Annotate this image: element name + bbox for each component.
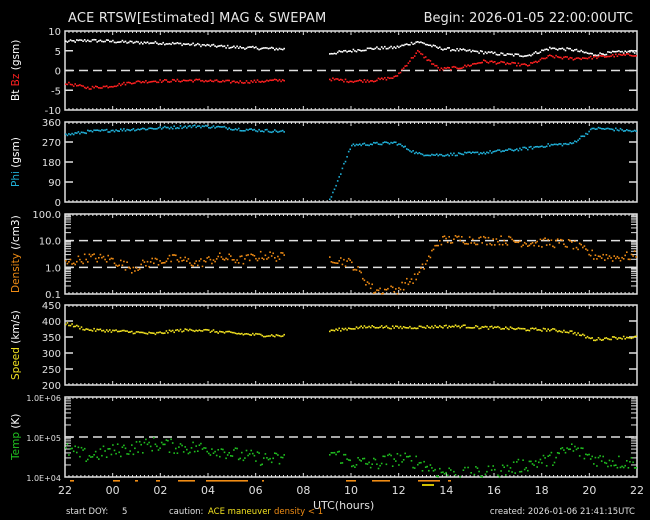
y-tick-label: 1.0E+06 [26, 394, 61, 403]
x-tick-label: 20 [582, 484, 596, 497]
x-tick-label: 22 [58, 484, 72, 497]
x-tick-label: 06 [249, 484, 263, 497]
subplot-mag: 10 5 0 -5 -10 [45, 27, 638, 117]
y-tick-label: 0 [55, 198, 61, 209]
subplot-density: 100.0 10.0 1.0 0.1 [32, 210, 638, 301]
series-temp [65, 436, 637, 478]
y-tick-label: -5 [51, 86, 61, 97]
y-tick-label: 1.0 [45, 263, 61, 274]
x-tick-label: 14 [439, 484, 453, 497]
series-density [65, 235, 637, 295]
y-axis-label-mag: Bt Bz (gsm) [10, 39, 22, 101]
y-tick-label: 90 [48, 178, 61, 189]
y-tick-label: 350 [42, 333, 61, 344]
caution-density: density < 1 [274, 507, 324, 517]
series-phi [65, 124, 637, 201]
y-axis-label-phi: Phi (gsm) [10, 137, 22, 187]
x-tick-label: 02 [153, 484, 167, 497]
y-tick-label: 10 [48, 27, 61, 38]
x-tick-label: 04 [201, 484, 215, 497]
y-tick-label: -10 [45, 106, 61, 117]
x-tick-label: 16 [487, 484, 501, 497]
x-tick-label: 08 [296, 484, 310, 497]
start-doy-label: start DOY: [66, 507, 109, 517]
y-tick-label: 300 [42, 349, 61, 360]
y-tick-label: 360 [42, 118, 61, 129]
y-tick-label: 450 [42, 301, 61, 312]
y-tick-label: 10.0 [39, 237, 61, 248]
caution-maneuver: ACE maneuver [208, 507, 271, 517]
y-tick-label: 400 [42, 317, 61, 328]
y-tick-label: 1.0E+05 [26, 434, 61, 443]
chart-title: ACE RTSW[Estimated] MAG & SWEPAM [68, 11, 327, 26]
y-tick-label: 5 [55, 47, 61, 58]
y-tick-label: 100.0 [32, 210, 61, 221]
subplot-phi: 360 270 180 90 0 [42, 118, 638, 209]
begin-time: Begin: 2026-01-05 22:00:00UTC [423, 11, 633, 26]
y-tick-label: 200 [42, 381, 61, 392]
x-tick-label: 18 [535, 484, 549, 497]
start-doy-value: 5 [122, 507, 128, 517]
y-tick-label: 0 [55, 67, 61, 78]
y-axis-label-density: Density (/cm3) [10, 215, 22, 293]
subplot-temp: 1.0E+06 1.0E+05 1.0E+04 [26, 394, 638, 483]
series-bt [65, 38, 637, 58]
created-time: created: 2026-01-06 21:41:15UTC [489, 507, 635, 517]
y-axis-label-temp: Temp (K) [10, 413, 22, 460]
y-axis-label-speed: Speed (km/s) [10, 310, 22, 380]
y-tick-label: 270 [42, 138, 61, 149]
subplot-speed: 450 400 350 300 250 200 [42, 301, 638, 392]
caution-label: caution: [169, 507, 204, 517]
x-tick-label: 10 [344, 484, 358, 497]
x-tick-label: 00 [106, 484, 120, 497]
y-tick-label: 180 [42, 158, 61, 169]
series-bz [65, 49, 637, 90]
y-tick-label: 250 [42, 365, 61, 376]
series-speed [65, 322, 637, 342]
y-tick-label: 0.1 [45, 290, 61, 301]
x-tick-label: 12 [392, 484, 406, 497]
x-axis-title: UTC(hours) [313, 499, 375, 512]
x-tick-label: 22 [630, 484, 644, 497]
y-tick-label: 1.0E+04 [26, 474, 61, 483]
